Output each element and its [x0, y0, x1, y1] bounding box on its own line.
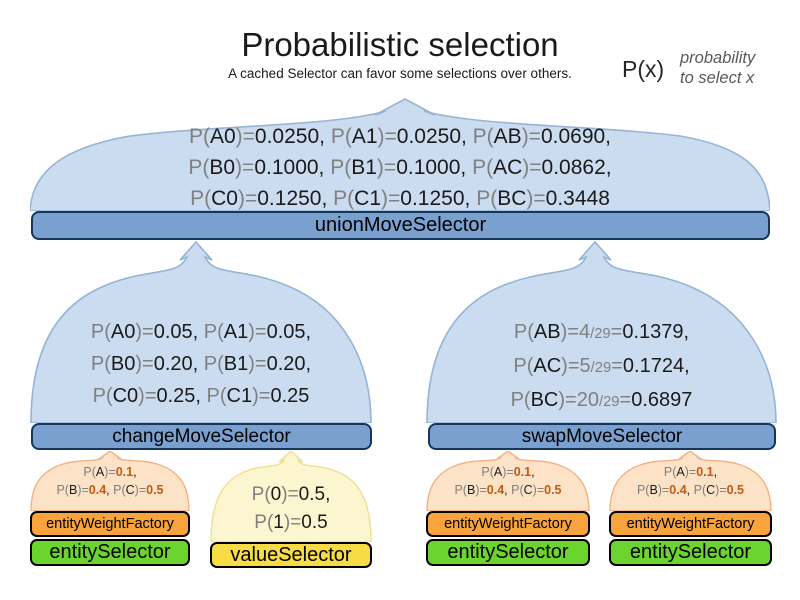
funnel-up-arrow-dome: [30, 241, 372, 423]
probability-line: P(B)=0.4, P(C)=0.5: [56, 482, 164, 497]
probability-note-line2: to select x: [680, 69, 755, 87]
entity-selector-bar: entitySelector: [609, 539, 772, 566]
entity-weight-factory-label: entityWeightFactory: [444, 516, 572, 532]
funnel-up-arrow-dome: [609, 451, 772, 511]
entity-weight-funnel-shape: [609, 451, 772, 511]
probability-line: P(1)=0.5: [254, 512, 328, 533]
entity-weight-factory-bar: entityWeightFactory: [30, 511, 190, 537]
change-probabilities: P(A0)=0.05, P(A1)=0.05, P(B0)=0.20, P(B1…: [29, 316, 373, 412]
entity-selector-label: entitySelector: [49, 541, 171, 563]
change-probability-funnel-shape: [30, 241, 372, 423]
entity-selector-bar: entitySelector: [426, 539, 590, 566]
probability-line: P(B0)=0.1000, P(B1)=0.1000, P(AC)=0.0862…: [188, 156, 612, 179]
probability-line: P(0)=0.5,: [251, 484, 331, 505]
entity-weight-factory-bar: entityWeightFactory: [609, 511, 772, 537]
entity-weight-probabilities: P(A)=0.1, P(B)=0.4, P(C)=0.5: [609, 464, 772, 499]
value-probabilities: P(0)=0.5, P(1)=0.5: [210, 481, 372, 537]
probability-line: P(A0)=0.0250, P(A1)=0.0250, P(AB)=0.0690…: [188, 125, 612, 148]
probability-line: P(A0)=0.05, P(A1)=0.05,: [90, 321, 312, 343]
probability-note-line1: probability: [680, 49, 756, 67]
swap-probabilities: P(AB)=4/29=0.1379, P(AC)=5/29=0.1724, P(…: [425, 316, 778, 418]
probability-line: P(A)=0.1,: [663, 465, 718, 479]
entity-weight-probabilities: P(A)=0.1, P(B)=0.4, P(C)=0.5: [30, 464, 190, 499]
value-selector-bar: valueSelector: [210, 542, 372, 568]
change-move-selector-bar: changeMoveSelector: [31, 423, 372, 450]
probability-line: P(A)=0.1,: [83, 465, 137, 479]
swap-probability-funnel-shape: [426, 241, 777, 423]
value-probability-funnel-shape: [210, 451, 372, 542]
probability-line: P(C0)=0.25, P(C1)=0.25: [92, 385, 310, 407]
probability-line: P(BC)=20/29=0.6897: [510, 389, 693, 411]
entity-selector-label: entitySelector: [629, 541, 752, 563]
probability-line: P(B0)=0.20, P(B1)=0.20,: [90, 353, 312, 375]
entity-weight-funnel-shape: [426, 451, 590, 511]
entity-weight-probabilities: P(A)=0.1, P(B)=0.4, P(C)=0.5: [426, 464, 590, 499]
probability-line: P(A)=0.1,: [481, 465, 535, 479]
funnel-up-arrow-dome: [426, 241, 777, 423]
value-selector-label: valueSelector: [230, 543, 352, 566]
swap-move-selector-label: swapMoveSelector: [521, 425, 683, 447]
funnel-up-arrow-dome: [210, 451, 372, 542]
union-move-selector-bar: unionMoveSelector: [31, 211, 770, 240]
probability-line: P(B)=0.4, P(C)=0.5: [636, 482, 745, 497]
entity-weight-factory-bar: entityWeightFactory: [426, 511, 590, 537]
probability-symbol: P(x): [622, 56, 665, 82]
funnel-up-arrow-dome: [30, 98, 770, 211]
union-move-selector-label: unionMoveSelector: [314, 214, 487, 236]
union-probabilities: P(A0)=0.0250, P(A1)=0.0250, P(AB)=0.0690…: [30, 121, 770, 214]
page-title: Probabilistic selection: [241, 26, 559, 63]
probability-line: P(B)=0.4, P(C)=0.5: [454, 482, 562, 497]
entity-weight-funnel-shape: [30, 451, 190, 511]
union-probability-funnel-shape: [30, 98, 770, 211]
change-move-selector-label: changeMoveSelector: [112, 425, 291, 447]
swap-move-selector-bar: swapMoveSelector: [428, 423, 776, 450]
page-subtitle: A cached Selector can favor some selecti…: [228, 66, 572, 81]
probability-line: P(AB)=4/29=0.1379,: [513, 321, 690, 343]
probability-line: P(C0)=0.1250, P(C1)=0.1250, P(BC)=0.3448: [190, 187, 610, 210]
entity-selector-bar: entitySelector: [30, 539, 190, 566]
probability-note: probability to select x: [680, 48, 755, 88]
funnel-up-arrow-dome: [30, 451, 190, 511]
funnel-up-arrow-dome: [426, 451, 590, 511]
entity-weight-factory-label: entityWeightFactory: [46, 516, 174, 532]
probability-line: P(AC)=5/29=0.1724,: [513, 355, 690, 377]
entity-weight-factory-label: entityWeightFactory: [626, 516, 755, 532]
entity-selector-label: entitySelector: [447, 541, 569, 563]
